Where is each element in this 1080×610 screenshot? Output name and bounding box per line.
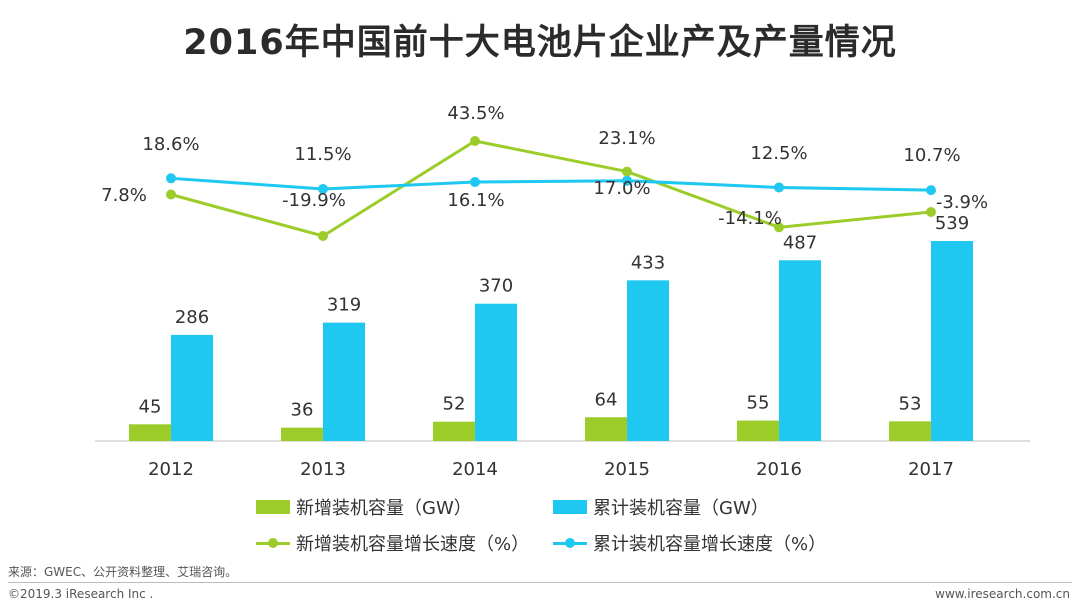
point-new-growth-2013	[318, 231, 328, 241]
bar-cumulative-2014	[475, 303, 517, 441]
point-cumulative-growth-2015	[622, 175, 632, 186]
bar-new-2016	[737, 420, 779, 441]
line-label-new-growth-2016: -14.1%	[718, 208, 782, 229]
x-tick-2013: 2013	[300, 459, 346, 480]
bar-new-2017	[889, 421, 931, 441]
x-tick-2017: 2017	[908, 459, 954, 480]
legend-swatch-cumulative-capacity	[553, 500, 587, 514]
point-new-growth-2012	[166, 189, 176, 200]
bar-cumulative-2017	[931, 241, 973, 441]
legend-label-new-growth: 新增装机容量增长速度（%）	[296, 534, 530, 555]
legend-cumulative-capacity: 累计装机容量（GW）	[553, 494, 769, 520]
x-tick-2014: 2014	[452, 459, 498, 480]
line-label-new-growth-2014: 43.5%	[447, 103, 504, 124]
bar-cumulative-2015	[627, 280, 669, 441]
point-cumulative-growth-2013	[318, 183, 328, 194]
point-new-growth-2016	[774, 222, 784, 233]
bar-new-2012	[129, 424, 171, 441]
point-new-growth-2017	[926, 207, 936, 218]
point-new-growth-2015	[622, 166, 632, 177]
x-tick-2016: 2016	[756, 459, 802, 480]
bar-label-new-2013: 36	[291, 400, 314, 421]
line-cumulative-growth	[170, 176, 932, 192]
copyright-text: ©2019.3 iResearch Inc .	[8, 587, 154, 601]
point-cumulative-growth-2014	[470, 177, 480, 188]
bar-new-2014	[433, 421, 475, 441]
bar-label-new-2015: 64	[595, 389, 618, 410]
line-label-new-growth-2012: 7.8%	[101, 185, 147, 206]
bar-label-cumulative-2014: 370	[479, 276, 513, 297]
source-note: 来源：GWEC、公开资料整理、艾瑞咨询。	[8, 565, 238, 579]
line-label-new-growth-2013: -19.9%	[282, 190, 346, 211]
legend-swatch-cumulative-growth	[553, 536, 587, 550]
bar-label-new-2016: 55	[747, 393, 770, 414]
legend-swatch-new-growth	[256, 536, 290, 550]
line-label-new-growth-2015: 23.1%	[598, 128, 655, 149]
footer-divider	[8, 582, 1072, 583]
bar-cumulative-2012	[171, 334, 213, 441]
line-label-cumulative-growth-2016: 12.5%	[750, 143, 807, 164]
line-new-growth	[170, 139, 932, 238]
line-label-cumulative-growth-2015: 17.0%	[593, 178, 650, 199]
bar-cumulative-2016	[779, 260, 821, 441]
line-label-cumulative-growth-2012: 18.6%	[142, 134, 199, 155]
site-url: www.iresearch.com.cn	[935, 587, 1070, 601]
bar-label-cumulative-2012: 286	[175, 307, 209, 328]
bar-cumulative-2013	[323, 322, 365, 441]
point-cumulative-growth-2017	[926, 185, 936, 196]
bar-new-2013	[281, 427, 323, 441]
bar-new-2015	[585, 417, 627, 441]
legend-label-cumulative-growth: 累计装机容量增长速度（%）	[593, 534, 827, 555]
bar-label-new-2012: 45	[139, 396, 162, 417]
combo-chart: 45 286 2012 36 319 2013 52 370 2014 64 433 2015 55 48…	[95, 103, 1030, 480]
bar-label-cumulative-2013: 319	[327, 295, 361, 316]
chart-title: 2016年中国前十大电池片企业产及产量情况	[183, 23, 897, 63]
bar-label-new-2017: 53	[899, 393, 922, 414]
line-label-new-growth-2017: -3.9%	[936, 192, 988, 213]
point-cumulative-growth-2012	[166, 173, 176, 184]
legend-swatch-new-capacity	[256, 500, 290, 514]
bar-label-cumulative-2017: 539	[935, 213, 969, 234]
point-cumulative-growth-2016	[774, 182, 784, 193]
legend-new-growth: 新增装机容量增长速度（%）	[256, 530, 529, 556]
legend-label-cumulative-capacity: 累计装机容量（GW）	[593, 498, 769, 519]
bar-label-new-2014: 52	[443, 394, 466, 415]
line-label-cumulative-growth-2017: 10.7%	[903, 145, 960, 166]
bar-label-cumulative-2015: 433	[631, 252, 665, 273]
legend-cumulative-growth: 累计装机容量增长速度（%）	[553, 530, 826, 556]
point-new-growth-2014	[470, 136, 480, 146]
x-tick-2012: 2012	[148, 459, 194, 480]
bar-label-cumulative-2016: 487	[783, 232, 817, 253]
x-tick-2015: 2015	[604, 459, 650, 480]
legend-new-capacity: 新增装机容量（GW）	[256, 494, 472, 520]
line-label-cumulative-growth-2013: 11.5%	[294, 144, 351, 165]
line-label-cumulative-growth-2014: 16.1%	[447, 190, 504, 211]
legend-label-new-capacity: 新增装机容量（GW）	[296, 498, 472, 519]
